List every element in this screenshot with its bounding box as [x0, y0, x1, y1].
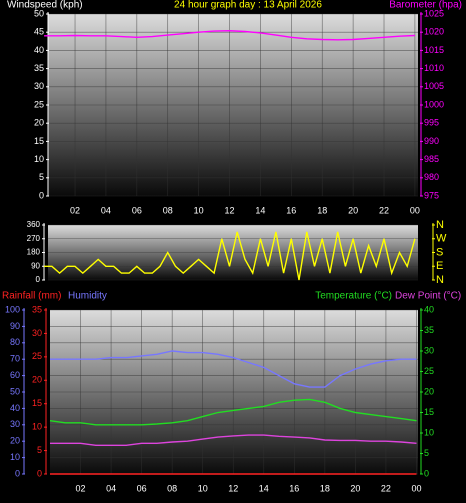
- y2-tick-label: S: [436, 246, 443, 258]
- y-tick-label: 360: [27, 220, 41, 229]
- series-line: [50, 350, 417, 388]
- y3-tick-label: 25: [32, 351, 42, 361]
- y-tick-label: 270: [27, 234, 41, 243]
- series-line: [44, 231, 416, 281]
- y3-tick-label: 10: [32, 422, 42, 432]
- y-tick-label: 60: [10, 370, 20, 380]
- y-tick-label: 15: [34, 136, 44, 146]
- x-tick-label: 02: [76, 483, 86, 493]
- y-tick-label: 5: [39, 172, 44, 182]
- x-tick-label: 06: [137, 483, 147, 493]
- y-tick-label: 40: [10, 403, 20, 413]
- y2-tick-label: 40: [424, 304, 434, 314]
- y3-tick-label: 5: [37, 445, 42, 455]
- y-tick-label: 50: [34, 8, 44, 18]
- y-tick-label: 0: [39, 190, 44, 200]
- y2-tick-label: 0: [424, 468, 429, 478]
- y3-tick-label: 20: [32, 375, 42, 385]
- y2-tick-label: 1025: [424, 8, 444, 18]
- y3-label: Rainfall (mm): [2, 291, 61, 302]
- y2-tick-label: 975: [424, 190, 439, 200]
- y-tick-label: 10: [10, 452, 20, 462]
- y2-tick-label: 20: [424, 386, 434, 396]
- x-tick-label: 14: [259, 483, 269, 493]
- y-tick-label: 30: [34, 81, 44, 91]
- x-tick-label: 22: [379, 205, 389, 215]
- y-tick-label: 90: [10, 321, 20, 331]
- y4-label: Dew Point (°C): [395, 291, 461, 302]
- y3-tick-label: 30: [32, 328, 42, 338]
- x-tick-label: 16: [286, 205, 296, 215]
- y-tick-label: 10: [34, 154, 44, 164]
- x-tick-label: 08: [163, 205, 173, 215]
- y-tick-label: 180: [27, 248, 41, 257]
- y3-tick-label: 35: [32, 304, 42, 314]
- y3-tick-label: 15: [32, 398, 42, 408]
- x-tick-label: 22: [381, 483, 391, 493]
- y2-tick-label: 35: [424, 325, 434, 335]
- y-tick-label: 50: [10, 386, 20, 396]
- y3-tick-label: 0: [37, 468, 42, 478]
- y2-label: Barometer (hpa): [389, 0, 462, 11]
- y-tick-label: 0: [15, 468, 20, 478]
- x-tick-label: 12: [228, 483, 238, 493]
- x-tick-label: 18: [320, 483, 330, 493]
- y-tick-label: 45: [34, 27, 44, 37]
- y2-tick-label: 990: [424, 136, 439, 146]
- x-tick-label: 20: [348, 205, 358, 215]
- x-tick-label: 16: [289, 483, 299, 493]
- y-label: Windspeed (kph): [7, 0, 83, 11]
- y2-tick-label: 25: [424, 366, 434, 376]
- series-line: [49, 398, 417, 426]
- x-tick-label: 04: [106, 483, 116, 493]
- y2-tick-label: 5: [424, 448, 429, 458]
- x-tick-label: 10: [194, 205, 204, 215]
- y-tick-label: 80: [10, 337, 20, 347]
- x-tick-label: 06: [132, 205, 142, 215]
- y2-tick-label: 1005: [424, 81, 444, 91]
- x-tick-label: 00: [411, 483, 421, 493]
- x-tick-label: 10: [198, 483, 208, 493]
- y-tick-label: 40: [34, 45, 44, 55]
- y2-tick-label: 1000: [424, 99, 444, 109]
- y-tick-label: 35: [34, 63, 44, 73]
- x-tick-label: 00: [410, 205, 420, 215]
- y2-tick-label: 985: [424, 154, 439, 164]
- x-tick-label: 14: [255, 205, 265, 215]
- y-tick-label: 0: [36, 275, 41, 284]
- x-tick-label: 04: [101, 205, 111, 215]
- x-tick-label: 18: [317, 205, 327, 215]
- x-tick-label: 08: [167, 483, 177, 493]
- y2-tick-label: 30: [424, 345, 434, 355]
- y2-tick-label: 980: [424, 172, 439, 182]
- y2-tick-label: 1010: [424, 63, 444, 73]
- y-tick-label: 20: [10, 436, 20, 446]
- y2-tick-label: 995: [424, 118, 439, 128]
- y2-tick-label: 1020: [424, 27, 444, 37]
- x-tick-label: 20: [350, 483, 360, 493]
- y-tick-label: 20: [34, 118, 44, 128]
- y-tick-label: 30: [10, 419, 20, 429]
- y2-tick-label: W: [436, 233, 447, 245]
- y2-tick-label: 15: [424, 407, 434, 417]
- y2-tick-label: 10: [424, 427, 434, 437]
- y-label: Humidity: [68, 291, 107, 302]
- y-tick-label: 25: [34, 99, 44, 109]
- y-tick-label: 100: [5, 304, 20, 314]
- y2-tick-label: N: [436, 274, 444, 286]
- x-tick-label: 02: [70, 205, 80, 215]
- y-tick-label: 70: [10, 354, 20, 364]
- y2-tick-label: 1015: [424, 45, 444, 55]
- y2-tick-label: N: [436, 219, 444, 231]
- series-line: [44, 29, 415, 41]
- title: 24 hour graph day : 13 April 2026: [174, 0, 322, 11]
- series-line: [50, 434, 417, 446]
- x-tick-label: 12: [225, 205, 235, 215]
- y-tick-label: 90: [31, 261, 40, 270]
- y2-tick-label: E: [436, 260, 443, 272]
- y2-label: Temperature (°C): [315, 291, 392, 302]
